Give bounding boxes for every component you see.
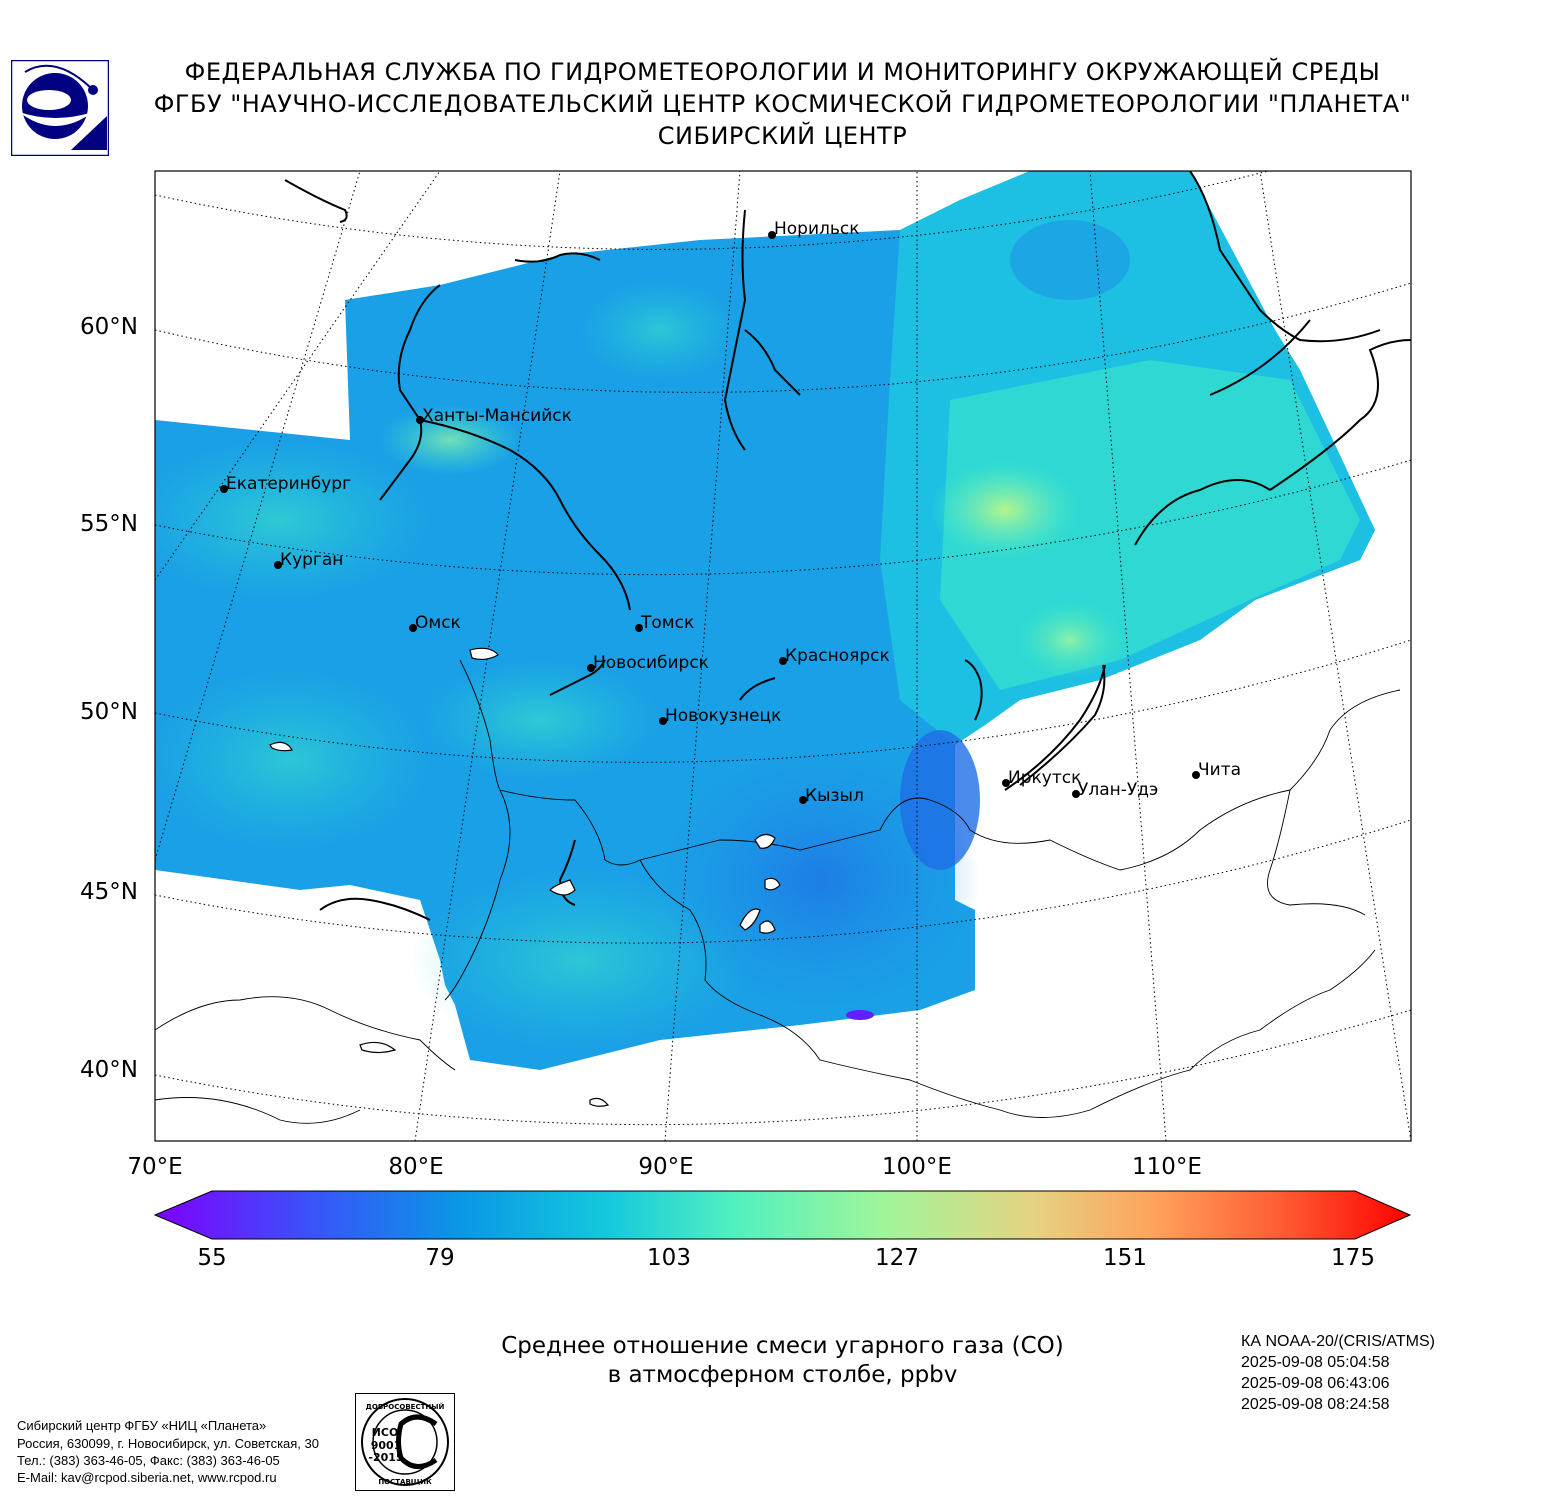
- colorbar: [153, 1190, 1412, 1240]
- city-novosibirsk: Новосибирск: [587, 653, 709, 673]
- city-irkutsk: Иркутск: [1002, 768, 1081, 788]
- lat-label-45: 45°N: [80, 879, 138, 905]
- colorbar-tick-127: 127: [875, 1245, 919, 1271]
- city-label-khanty-mansiysk: Ханты-Мансийск: [422, 406, 572, 426]
- city-label-novokuznetsk: Новокузнецк: [665, 706, 781, 726]
- caption-line-1: Среднее отношение смеси угарного газа (C…: [501, 1333, 1064, 1359]
- borders: [155, 659, 1401, 1124]
- co-data-field: [155, 171, 1375, 1070]
- city-khanty-mansiysk: Ханты-Мансийск: [416, 406, 572, 426]
- lat-labels: 60°N 55°N 50°N 45°N 40°N: [80, 314, 138, 1083]
- city-label-omsk: Омск: [415, 613, 461, 633]
- stamp-bottom-text: ПОСТАВЩИК: [378, 1478, 432, 1486]
- city-label-ekaterinburg: Екатеринбург: [226, 474, 351, 494]
- colorbar-tick-55: 55: [197, 1245, 227, 1271]
- lon-label-80: 80°E: [388, 1154, 443, 1180]
- satellite-name: КА NOAA-20/(CRIS/ATMS): [1241, 1333, 1435, 1350]
- lat-label-50: 50°N: [80, 699, 138, 725]
- header-line-2: ФГБУ "НАУЧНО-ИССЛЕДОВАТЕЛЬСКИЙ ЦЕНТР КОС…: [153, 90, 1412, 118]
- colorbar-tick-103: 103: [647, 1245, 691, 1271]
- satellite-time-1: 2025-09-08 05:04:58: [1241, 1354, 1390, 1371]
- satellite-time-2: 2025-09-08 06:43:06: [1241, 1375, 1390, 1392]
- lakes: [269, 647, 781, 1107]
- city-label-ulan-ude: Улан-Удэ: [1078, 780, 1158, 800]
- city-kyzyl: Кызыл: [799, 786, 864, 806]
- city-label-chita: Чита: [1198, 760, 1241, 780]
- lon-labels: 70°E 80°E 90°E 100°E 110°E: [127, 1154, 1202, 1180]
- header-line-3: СИБИРСКИЙ ЦЕНТР: [657, 122, 908, 150]
- footer-address: Россия, 630099, г. Новосибирск, ул. Сове…: [17, 1436, 319, 1451]
- city-label-novosibirsk: Новосибирск: [593, 653, 709, 673]
- city-novokuznetsk: Новокузнецк: [659, 706, 781, 726]
- city-norilsk: Норильск: [768, 219, 860, 239]
- planeta-logo: [10, 59, 110, 157]
- caption-line-2: в атмосферном столбе, ppbv: [607, 1362, 958, 1388]
- city-krasnoyarsk: Красноярск: [779, 646, 890, 666]
- header-line-1: ФЕДЕРАЛЬНАЯ СЛУЖБА ПО ГИДРОМЕТЕОРОЛОГИИ …: [184, 58, 1381, 86]
- city-label-kyzyl: Кызыл: [805, 786, 864, 806]
- city-tomsk: Томск: [635, 613, 694, 633]
- stamp-2015-text: -2015: [368, 1451, 403, 1464]
- lat-label-55: 55°N: [80, 511, 138, 537]
- lon-label-70: 70°E: [127, 1154, 182, 1180]
- city-omsk: Омск: [409, 613, 461, 633]
- footer-email: E-Mail: kav@rcpod.siberia.net, www.rcpod…: [17, 1470, 277, 1485]
- lon-label-100: 100°E: [882, 1154, 952, 1180]
- stamp-9001-text: 9001: [371, 1439, 402, 1452]
- city-kurgan: Курган: [274, 550, 343, 570]
- colorbar-tick-79: 79: [425, 1245, 455, 1271]
- footer-org: Сибирский центр ФГБУ «НИЦ «Планета»: [17, 1418, 267, 1433]
- city-label-tomsk: Томск: [640, 613, 694, 633]
- lon-label-110: 110°E: [1132, 1154, 1202, 1180]
- lon-label-90: 90°E: [638, 1154, 693, 1180]
- stamp-top-text: ДОБРОСОВЕСТНЫЙ: [366, 1402, 445, 1411]
- colorbar-tick-151: 151: [1103, 1245, 1147, 1271]
- city-label-kurgan: Курган: [280, 550, 343, 570]
- city-ulan-ude: Улан-Удэ: [1072, 780, 1158, 800]
- iso-certificate-stamp: ДОБРОСОВЕСТНЫЙ ИСО 9001 -2015 ПОСТАВЩИК: [355, 1393, 455, 1491]
- satellite-time-3: 2025-09-08 08:24:58: [1241, 1396, 1390, 1413]
- coastlines-rivers: [284, 171, 1411, 921]
- lat-label-40: 40°N: [80, 1057, 138, 1083]
- city-label-krasnoyarsk: Красноярск: [785, 646, 890, 666]
- lat-label-60: 60°N: [80, 314, 138, 340]
- city-chita: Чита: [1192, 760, 1241, 780]
- map-frame: [154, 170, 1412, 1142]
- co-map: Норильск Ханты-Мансийск Екатеринбург Кур…: [80, 170, 1412, 1180]
- city-label-norilsk: Норильск: [774, 219, 860, 239]
- footer-phone: Тел.: (383) 363-46-05, Факс: (383) 363-4…: [17, 1453, 280, 1468]
- city-label-irkutsk: Иркутск: [1008, 768, 1081, 788]
- colorbar-tick-175: 175: [1331, 1245, 1375, 1271]
- graticule: [155, 171, 1411, 1141]
- stamp-iso-text: ИСО: [372, 1426, 399, 1439]
- city-markers: Норильск Ханты-Мансийск Екатеринбург Кур…: [220, 219, 1241, 806]
- city-ekaterinburg: Екатеринбург: [220, 474, 351, 494]
